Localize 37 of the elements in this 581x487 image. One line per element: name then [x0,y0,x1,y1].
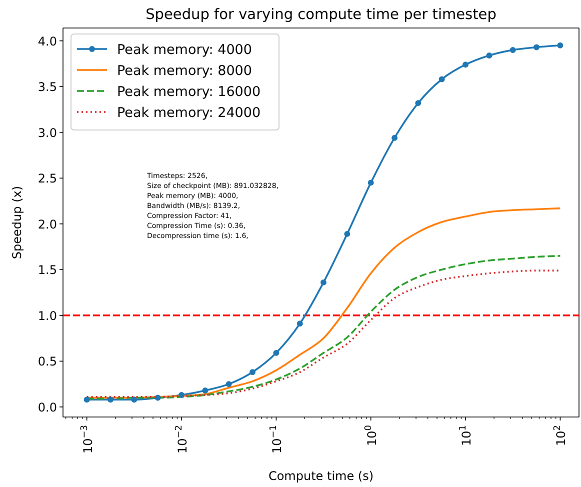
x-axis-title: Compute time (s) [268,469,374,483]
legend-label: Peak memory: 16000 [117,84,261,100]
point [438,76,445,82]
point [250,369,256,376]
legend-label: Peak memory: 4000 [117,42,252,58]
y-tick-label: 2.5 [38,172,57,186]
point [320,279,326,286]
point [273,350,280,356]
y-tick-label: 1.0 [38,308,57,323]
point [534,44,540,50]
y-tick-label: 4.0 [38,34,57,48]
point [154,394,161,401]
point [108,396,114,403]
y-tick-label: 3.5 [38,80,57,94]
point [368,180,374,186]
point [462,62,469,68]
point [202,387,208,394]
point [415,100,422,106]
point [296,320,303,327]
point [84,396,90,403]
point [486,52,492,58]
y-tick-label: 3.0 [38,126,57,140]
chart-title: Speedup for varying compute time per timestep [146,7,496,23]
point [226,381,232,388]
point [392,134,398,141]
point [344,230,350,237]
point [131,396,138,403]
y-tick-label: 0.0 [38,400,57,414]
point [178,392,184,398]
point [557,42,564,48]
y-tick-label: 0.5 [38,354,57,369]
point [510,46,516,53]
y-axis-title: Speedup (x) [10,186,24,260]
legend-label: Peak memory: 8000 [117,63,252,79]
legend-label: Peak memory: 24000 [117,105,261,121]
y-tick-label: 1.5 [38,263,57,278]
y-tick-label: 2.0 [38,217,57,232]
